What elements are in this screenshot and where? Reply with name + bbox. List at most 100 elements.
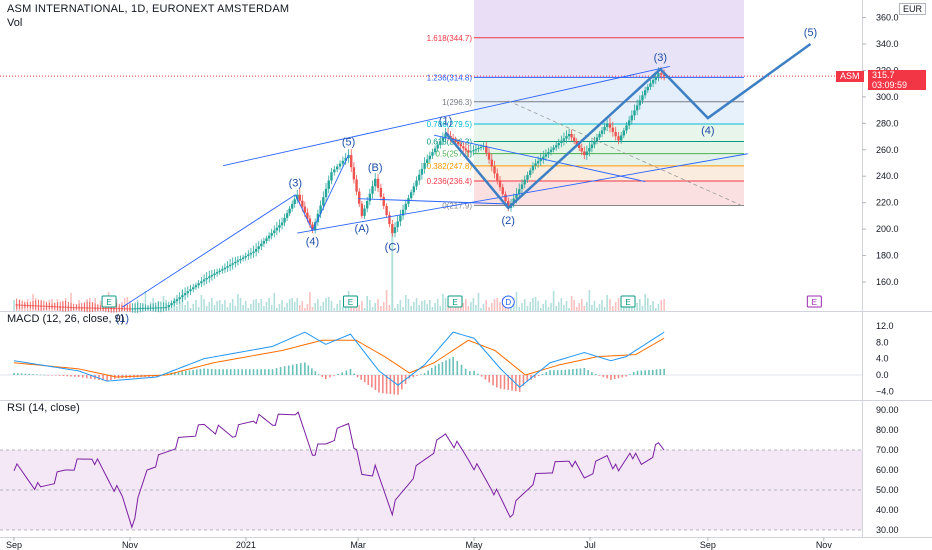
fib-level-label: 0(217.9) xyxy=(442,201,472,210)
candle-body xyxy=(234,261,237,264)
elliott-wave-label: (4) xyxy=(306,236,319,248)
candle-body xyxy=(338,163,342,167)
volume-bar xyxy=(512,304,515,311)
candle-body xyxy=(565,136,568,139)
macd-histogram-bar xyxy=(307,365,310,375)
elliott-wave-label: (5) xyxy=(342,137,355,149)
macd-histogram-bar xyxy=(210,369,213,375)
volume-bar xyxy=(639,299,641,311)
x-tick-label: Mar xyxy=(350,540,366,550)
volume-bar xyxy=(510,308,512,311)
macd-histogram-bar xyxy=(441,362,444,375)
candle-body xyxy=(660,73,663,75)
candle-body xyxy=(306,212,309,219)
candle-body xyxy=(311,224,314,231)
macd-histogram-bar xyxy=(295,363,298,375)
macd-histogram-bar xyxy=(412,375,415,378)
volume-bar xyxy=(404,295,407,311)
candle-body xyxy=(493,166,496,174)
candle-body xyxy=(228,264,232,267)
volume-bar xyxy=(452,308,454,311)
candle-body xyxy=(257,246,260,249)
macd-histogram-bar xyxy=(36,374,38,375)
candle-body xyxy=(99,307,102,309)
candle-body xyxy=(358,191,361,204)
earnings-marker-label: E xyxy=(625,298,630,307)
volume-bar xyxy=(192,304,195,311)
macd-histogram-bar xyxy=(477,373,479,375)
candle-body xyxy=(42,305,46,307)
candle-body xyxy=(45,305,48,307)
elliott-wave-label: (3) xyxy=(289,178,302,190)
candle-body xyxy=(344,157,347,161)
macd-histogram-bar xyxy=(591,372,593,375)
elliott-wave-label: (A) xyxy=(355,223,370,235)
candle-body xyxy=(498,180,502,188)
macd-histogram-bar xyxy=(522,375,525,386)
volume-bar xyxy=(580,299,583,311)
y-tick-label: 240.0 xyxy=(876,171,899,181)
macd-histogram-bar xyxy=(13,372,15,375)
earnings-marker xyxy=(101,295,117,308)
candle-body xyxy=(115,308,118,310)
candle-body xyxy=(296,194,299,200)
volume-bar xyxy=(485,300,488,311)
macd-histogram-bar xyxy=(541,373,544,375)
candle-body xyxy=(512,198,515,204)
macd-histogram-bar xyxy=(464,368,467,375)
earnings-marker xyxy=(620,295,636,308)
currency-badge[interactable]: EUR xyxy=(898,3,926,15)
candle-body xyxy=(391,224,394,234)
volume-bar xyxy=(399,300,402,311)
macd-histogram-bar xyxy=(337,373,339,375)
volume-bar xyxy=(537,301,539,311)
macd-histogram-bar xyxy=(77,375,80,378)
candle-body xyxy=(388,215,391,225)
macd-histogram-bar xyxy=(185,370,187,375)
macd-histogram-bar xyxy=(488,375,491,383)
candle-body xyxy=(23,304,27,306)
candle-body xyxy=(330,172,333,181)
earnings-marker-label: E xyxy=(106,298,111,307)
macd-histogram-bar xyxy=(28,373,31,375)
volume-bar xyxy=(609,299,611,311)
candle-body xyxy=(547,152,550,155)
rsi-tick-label: 90.00 xyxy=(876,405,899,415)
volume-bar xyxy=(250,304,252,311)
volume-bar xyxy=(176,306,178,311)
elliott-projection-path xyxy=(444,42,812,210)
volume-bar xyxy=(467,306,470,311)
volume-bar xyxy=(431,307,434,311)
macd-histogram-bar xyxy=(20,373,23,375)
volume-bar xyxy=(573,300,575,311)
macd-tick-label: 8.0 xyxy=(876,337,889,347)
fib-level-label: 1.618(344.7) xyxy=(427,34,473,43)
candle-body xyxy=(319,205,322,214)
candle-body xyxy=(157,307,160,309)
macd-histogram-bar xyxy=(245,369,247,375)
volume-bar xyxy=(542,304,545,311)
candle-body xyxy=(167,305,170,308)
candle-body xyxy=(536,161,540,164)
volume-bar xyxy=(504,305,507,311)
volume-bar xyxy=(385,290,388,311)
candle-body xyxy=(611,127,615,132)
macd-pane-title: MACD (12, 26, close, 9) xyxy=(7,313,125,325)
candle-body xyxy=(53,306,56,308)
volume-bar xyxy=(644,294,646,311)
volume-bar xyxy=(244,301,247,311)
fib-level-label: 0.5(257.1) xyxy=(436,150,473,159)
macd-histogram-bar xyxy=(188,370,191,375)
volume-bar xyxy=(350,306,353,311)
candle-body xyxy=(181,295,184,298)
macd-histogram-bar xyxy=(423,373,426,375)
volume-bar xyxy=(278,304,281,311)
macd-signal-line xyxy=(13,337,665,378)
wave-leg-line xyxy=(122,194,296,308)
candle-body xyxy=(549,149,553,153)
macd-tick-label: −4.0 xyxy=(876,386,894,396)
macd-histogram-bar xyxy=(537,375,540,376)
volume-bar xyxy=(234,306,237,311)
elliott-wave-label: (1) xyxy=(116,313,129,325)
